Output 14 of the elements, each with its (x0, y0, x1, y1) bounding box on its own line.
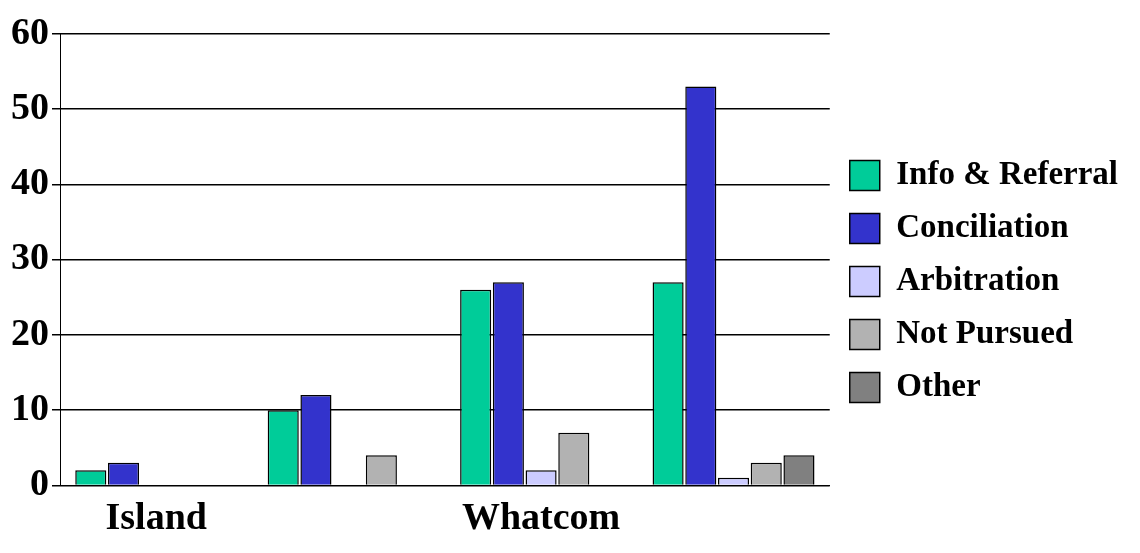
legend-label: Other (896, 367, 981, 404)
y-tick-label: 0 (30, 461, 49, 504)
y-tick-label: 30 (11, 235, 49, 278)
x-tick-label: Whatcom (461, 495, 621, 538)
y-tick-label: 20 (11, 310, 49, 353)
y-tick-label: 40 (11, 160, 49, 203)
legend-label: Not Pursued (896, 314, 1074, 351)
y-tick-label: 60 (11, 9, 49, 52)
x-tick-label: Island (105, 495, 207, 538)
y-tick-label: 50 (11, 84, 49, 127)
legend-label: Conciliation (896, 208, 1069, 245)
y-tick-label: 10 (11, 385, 49, 428)
legend-label: Info & Referral (896, 155, 1119, 192)
legend-label: Arbitration (896, 261, 1060, 298)
